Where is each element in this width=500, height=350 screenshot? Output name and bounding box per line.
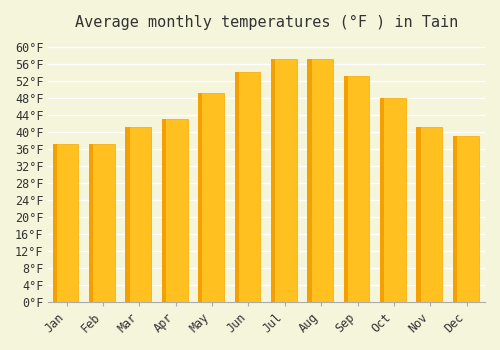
Bar [54, 145, 78, 302]
Bar [52, 145, 57, 302]
Bar [162, 119, 166, 302]
Bar [164, 119, 188, 302]
Bar [455, 136, 478, 302]
Bar [344, 76, 348, 302]
Bar [128, 127, 151, 302]
Bar [234, 72, 239, 302]
Bar [346, 76, 370, 302]
Bar [126, 127, 130, 302]
Bar [418, 127, 442, 302]
Bar [198, 93, 202, 302]
Bar [382, 98, 406, 302]
Bar [308, 60, 312, 302]
Bar [380, 98, 384, 302]
Bar [91, 145, 115, 302]
Bar [310, 60, 333, 302]
Bar [236, 72, 260, 302]
Title: Average monthly temperatures (°F ) in Tain: Average monthly temperatures (°F ) in Ta… [75, 15, 458, 30]
Bar [89, 145, 93, 302]
Bar [273, 60, 296, 302]
Bar [416, 127, 420, 302]
Bar [200, 93, 224, 302]
Bar [271, 60, 275, 302]
Bar [453, 136, 457, 302]
